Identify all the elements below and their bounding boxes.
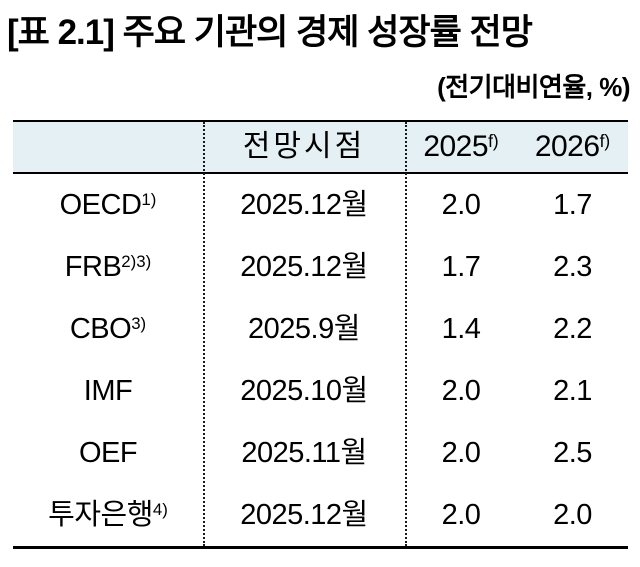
cell-institution: OECD1) bbox=[13, 188, 203, 221]
institution-footnote: 1) bbox=[141, 189, 157, 209]
col-header-2025-text: 2025 bbox=[423, 130, 489, 163]
col-header-2026-text: 2026 bbox=[534, 130, 600, 163]
cell-institution: 투자은행4) bbox=[13, 498, 203, 531]
cell-forecast-time: 2025.12월 bbox=[240, 188, 368, 221]
cell-value-2025: 1.7 bbox=[441, 250, 481, 283]
cell-institution: CBO3) bbox=[13, 312, 203, 345]
cell-forecast-time: 2025.11월 bbox=[241, 436, 367, 469]
table-row: FRB2)3) 2025.12월 1.7 2.3 bbox=[13, 236, 628, 298]
table-body: OECD1) 2025.12월 2.0 1.7 FRB2)3) 2025.12월 1.7 2.… bbox=[13, 174, 628, 546]
table-header-row: 전망시점 2025f) 2026f) bbox=[13, 122, 628, 174]
cell-value-2025: 2.0 bbox=[441, 498, 481, 531]
table-title: [표 2.1] 주요 기관의 경제 성장률 전망 bbox=[7, 13, 533, 52]
cell-value-2025: 2.0 bbox=[441, 188, 481, 221]
col-header-2025-footnote: f) bbox=[488, 131, 499, 152]
forecast-table: 전망시점 2025f) 2026f) OECD1) 2025.12월 2.0 1.7 F… bbox=[13, 120, 628, 549]
cell-value-2026: 2.2 bbox=[553, 312, 592, 345]
cell-value-2026: 2.3 bbox=[553, 250, 592, 283]
cell-value-2025: 1.4 bbox=[441, 312, 481, 345]
unit-note: (전기대비연율, %) bbox=[437, 72, 630, 102]
institution-footnote: 2)3) bbox=[121, 251, 152, 271]
institution-name: 투자은행 bbox=[48, 498, 153, 531]
cell-value-2026: 2.0 bbox=[553, 498, 592, 531]
table-row: OEF 2025.11월 2.0 2.5 bbox=[13, 422, 628, 484]
cell-value-2026: 2.5 bbox=[553, 436, 592, 469]
institution-name: IMF bbox=[83, 374, 133, 407]
cell-value-2025: 2.0 bbox=[441, 374, 481, 407]
institution-name: CBO bbox=[69, 312, 132, 345]
institution-name: FRB bbox=[64, 250, 122, 283]
institution-footnote: 3) bbox=[131, 313, 147, 333]
cell-value-2026: 2.1 bbox=[553, 374, 592, 407]
cell-institution: IMF bbox=[13, 374, 203, 407]
cell-institution: FRB2)3) bbox=[13, 250, 203, 283]
cell-forecast-time: 2025.9월 bbox=[248, 312, 360, 345]
institution-footnote: 4) bbox=[152, 499, 168, 519]
table-row: CBO3) 2025.9월 1.4 2.2 bbox=[13, 298, 628, 360]
cell-value-2026: 1.7 bbox=[553, 188, 592, 221]
cell-institution: OEF bbox=[13, 436, 203, 469]
column-divider-2 bbox=[405, 122, 407, 546]
col-header-2026-footnote: f) bbox=[599, 131, 611, 152]
col-header-2025: 2025f) bbox=[405, 132, 517, 162]
cell-forecast-time: 2025.10월 bbox=[240, 374, 368, 407]
institution-name: OEF bbox=[78, 436, 138, 469]
cell-forecast-time: 2025.12월 bbox=[240, 250, 368, 283]
table-row: IMF 2025.10월 2.0 2.1 bbox=[13, 360, 628, 422]
table-row: OECD1) 2025.12월 2.0 1.7 bbox=[13, 174, 628, 236]
column-divider-1 bbox=[203, 122, 205, 546]
institution-name: OECD bbox=[59, 188, 142, 221]
table-row: 투자은행4) 2025.12월 2.0 2.0 bbox=[13, 484, 628, 546]
cell-value-2025: 2.0 bbox=[441, 436, 481, 469]
cell-forecast-time: 2025.12월 bbox=[240, 498, 368, 531]
col-header-forecast-time: 전망시점 bbox=[242, 130, 366, 163]
col-header-2026: 2026f) bbox=[517, 132, 628, 162]
